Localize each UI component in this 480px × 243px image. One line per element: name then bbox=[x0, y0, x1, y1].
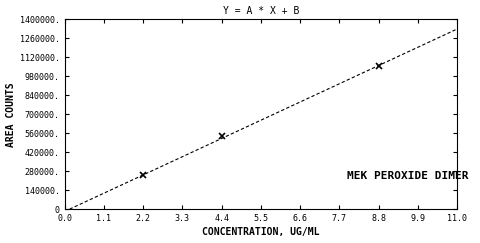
Y-axis label: AREA COUNTS: AREA COUNTS bbox=[6, 82, 15, 147]
Title: Y = A * X + B: Y = A * X + B bbox=[223, 6, 299, 16]
X-axis label: CONCENTRATION, UG/ML: CONCENTRATION, UG/ML bbox=[202, 227, 320, 237]
Text: MEK PEROXIDE DIMER: MEK PEROXIDE DIMER bbox=[347, 171, 468, 181]
